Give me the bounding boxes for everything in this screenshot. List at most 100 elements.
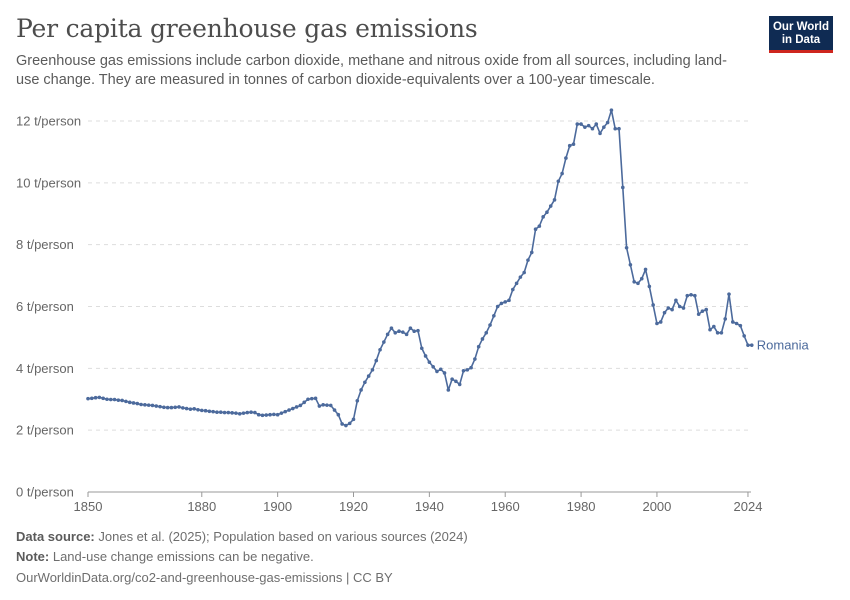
data-point	[154, 404, 159, 408]
data-point	[116, 398, 121, 402]
data-point	[632, 279, 636, 284]
data-point	[218, 410, 223, 415]
data-point	[628, 262, 633, 267]
data-point	[378, 347, 382, 352]
data-point	[287, 408, 291, 412]
chart-subtitle: Greenhouse gas emissions include carbon …	[16, 53, 727, 88]
data-point	[412, 329, 416, 334]
data-point	[416, 328, 420, 333]
data-point	[617, 126, 621, 131]
data-point	[131, 401, 136, 405]
data-point	[397, 329, 401, 334]
data-point	[495, 304, 500, 309]
data-point	[162, 405, 166, 410]
data-point	[268, 412, 272, 417]
data-point	[465, 368, 470, 372]
data-point	[435, 369, 439, 374]
data-point	[602, 125, 606, 129]
data-point	[639, 276, 644, 281]
data-point	[651, 303, 655, 307]
data-point	[291, 406, 295, 411]
data-point	[674, 298, 678, 303]
data-point	[556, 179, 561, 184]
data-point	[256, 412, 261, 417]
y-tick-label: 0 t/person	[16, 485, 74, 500]
x-tick-label: 1880	[187, 499, 216, 514]
data-point	[503, 300, 508, 304]
data-point	[298, 403, 303, 408]
x-tick-label: 1850	[74, 499, 103, 514]
data-point	[492, 313, 496, 318]
data-point	[173, 405, 178, 410]
x-tick-label: 1940	[415, 499, 444, 514]
y-tick-label: 10 t/person	[16, 175, 81, 190]
owid-logo[interactable]: Our World in Data	[769, 16, 833, 53]
data-point	[366, 374, 371, 378]
data-point	[150, 403, 155, 408]
data-point	[533, 227, 538, 232]
data-point	[507, 298, 511, 303]
data-point	[579, 122, 583, 126]
data-point	[526, 258, 530, 262]
data-point	[146, 403, 151, 407]
data-point	[636, 281, 640, 286]
data-point	[237, 411, 242, 416]
data-point	[230, 411, 234, 415]
data-point	[158, 404, 162, 409]
data-point	[700, 309, 705, 313]
data-point	[696, 312, 701, 317]
data-point	[404, 332, 409, 337]
data-point	[666, 306, 671, 310]
data-point	[188, 407, 193, 411]
logo-line-1: Our World	[772, 21, 829, 33]
data-point	[488, 323, 492, 327]
data-point	[135, 401, 140, 406]
data-point	[647, 284, 652, 289]
y-tick-label: 4 t/person	[16, 361, 74, 376]
data-source-text[interactable]: Jones et al. (2025); Population based on…	[98, 529, 468, 544]
x-tick-label: 2024	[734, 499, 763, 514]
data-point	[222, 410, 227, 415]
data-point	[594, 122, 599, 126]
data-point	[537, 224, 542, 228]
data-point	[742, 334, 746, 338]
data-point	[127, 400, 132, 405]
data-point	[469, 365, 473, 370]
data-point	[567, 143, 572, 148]
data-point	[302, 400, 306, 405]
data-point	[442, 371, 447, 375]
data-point	[294, 405, 299, 409]
data-point	[662, 310, 667, 315]
data-point	[359, 388, 363, 392]
data-point	[363, 380, 367, 385]
data-point	[401, 330, 405, 334]
x-tick-label: 1920	[339, 499, 368, 514]
data-point	[139, 402, 143, 407]
data-point	[419, 346, 424, 351]
data-point	[351, 417, 356, 422]
y-tick-label: 6 t/person	[16, 299, 74, 314]
data-point	[480, 337, 485, 341]
data-point	[715, 330, 720, 335]
data-point	[393, 330, 398, 335]
data-point	[643, 267, 648, 272]
data-point	[279, 411, 284, 415]
data-point	[317, 404, 322, 408]
data-point	[461, 369, 466, 373]
data-point	[624, 245, 629, 250]
data-point	[215, 410, 219, 415]
data-point	[86, 396, 90, 401]
data-point	[245, 410, 250, 415]
data-point	[438, 367, 443, 372]
data-point	[192, 407, 197, 411]
data-point	[727, 292, 731, 296]
data-point	[560, 171, 564, 176]
data-point	[738, 323, 743, 328]
source-url[interactable]: OurWorldinData.org/co2-and-greenhouse-ga…	[16, 570, 393, 585]
data-point	[124, 399, 128, 404]
data-point	[605, 120, 610, 125]
data-point	[108, 397, 113, 402]
data-point	[184, 406, 189, 411]
y-tick-label: 12 t/person	[16, 114, 81, 129]
